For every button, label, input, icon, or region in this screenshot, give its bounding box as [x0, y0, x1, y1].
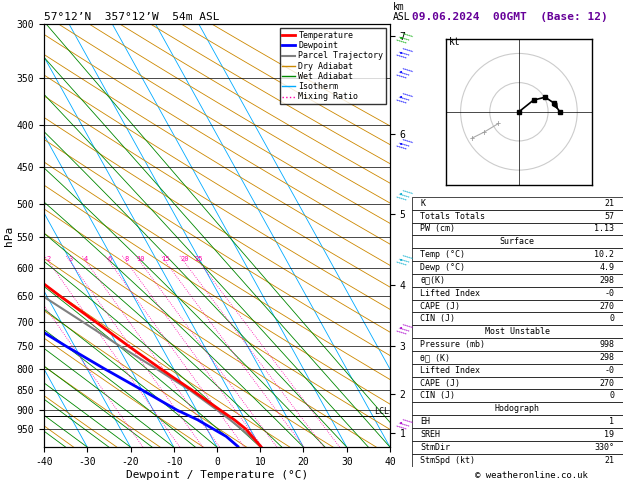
Y-axis label: hPa: hPa — [4, 226, 14, 246]
Text: ╲╲╲: ╲╲╲ — [397, 320, 415, 338]
Bar — [412, 364, 623, 377]
Text: ╲╲╲: ╲╲╲ — [397, 136, 415, 153]
Text: kt: kt — [449, 37, 460, 47]
Bar — [412, 402, 623, 415]
Bar — [412, 235, 623, 248]
Text: •: • — [399, 141, 403, 148]
X-axis label: Dewpoint / Temperature (°C): Dewpoint / Temperature (°C) — [126, 469, 308, 480]
Text: 330°: 330° — [594, 443, 615, 452]
Text: 1.13: 1.13 — [594, 225, 615, 233]
Text: θᴇ(K): θᴇ(K) — [420, 276, 445, 285]
Text: •: • — [399, 421, 403, 428]
Text: CIN (J): CIN (J) — [420, 314, 455, 323]
Text: 57°12’N  357°12’W  54m ASL: 57°12’N 357°12’W 54m ASL — [44, 12, 220, 22]
Text: +: + — [481, 128, 486, 137]
Text: 3: 3 — [69, 256, 72, 262]
Text: 57: 57 — [604, 211, 615, 221]
Bar — [412, 325, 623, 338]
Bar — [412, 261, 623, 274]
Text: EH: EH — [420, 417, 430, 426]
Bar — [412, 415, 623, 428]
Text: 10.2: 10.2 — [594, 250, 615, 259]
Bar — [412, 209, 623, 223]
Bar — [412, 223, 623, 235]
Bar — [412, 338, 623, 351]
Bar — [412, 197, 623, 209]
Text: 4.9: 4.9 — [599, 263, 615, 272]
Text: 2: 2 — [47, 256, 51, 262]
Text: 21: 21 — [604, 199, 615, 208]
Text: LCL: LCL — [374, 407, 389, 416]
Text: 10: 10 — [136, 256, 145, 262]
Text: Lifted Index: Lifted Index — [420, 366, 481, 375]
Text: •: • — [399, 192, 403, 198]
Text: ╲╲╲: ╲╲╲ — [397, 65, 415, 82]
Text: km
ASL: km ASL — [393, 2, 411, 22]
Bar — [412, 248, 623, 261]
Text: ╲╲╲: ╲╲╲ — [397, 187, 415, 204]
Text: Pressure (mb): Pressure (mb) — [420, 340, 486, 349]
Text: 298: 298 — [599, 353, 615, 362]
Bar — [412, 351, 623, 364]
Bar — [412, 428, 623, 441]
Text: •: • — [399, 70, 403, 76]
Text: 1: 1 — [610, 417, 615, 426]
Legend: Temperature, Dewpoint, Parcel Trajectory, Dry Adiabat, Wet Adiabat, Isotherm, Mi: Temperature, Dewpoint, Parcel Trajectory… — [280, 29, 386, 104]
Text: © weatheronline.co.uk: © weatheronline.co.uk — [475, 471, 588, 480]
Text: K: K — [420, 199, 425, 208]
Text: 270: 270 — [599, 301, 615, 311]
Text: 09.06.2024  00GMT  (Base: 12): 09.06.2024 00GMT (Base: 12) — [412, 12, 608, 22]
Text: 298: 298 — [599, 276, 615, 285]
Text: •: • — [399, 258, 403, 264]
Text: ╲╲╲: ╲╲╲ — [397, 252, 415, 269]
Text: -0: -0 — [604, 366, 615, 375]
Text: •: • — [399, 326, 403, 332]
Text: 25: 25 — [195, 256, 203, 262]
Text: StmDir: StmDir — [420, 443, 450, 452]
Text: CAPE (J): CAPE (J) — [420, 301, 460, 311]
Text: CAPE (J): CAPE (J) — [420, 379, 460, 387]
Text: Surface: Surface — [500, 237, 535, 246]
Bar — [412, 287, 623, 299]
Text: +: + — [496, 119, 501, 128]
Bar — [412, 274, 623, 287]
Text: ╲╲╲: ╲╲╲ — [397, 30, 415, 47]
Text: 8: 8 — [125, 256, 129, 262]
Text: ╲╲╲: ╲╲╲ — [397, 45, 415, 62]
Text: •: • — [399, 51, 403, 56]
Text: 0: 0 — [610, 314, 615, 323]
Text: 270: 270 — [599, 379, 615, 387]
Text: Temp (°C): Temp (°C) — [420, 250, 465, 259]
Text: θᴇ (K): θᴇ (K) — [420, 353, 450, 362]
Text: CIN (J): CIN (J) — [420, 391, 455, 400]
Text: 998: 998 — [599, 340, 615, 349]
Bar — [412, 454, 623, 467]
Text: -0: -0 — [604, 289, 615, 297]
Text: 19: 19 — [604, 430, 615, 439]
Text: StmSpd (kt): StmSpd (kt) — [420, 456, 476, 465]
Text: 0: 0 — [610, 391, 615, 400]
Bar — [412, 299, 623, 312]
Text: Dewp (°C): Dewp (°C) — [420, 263, 465, 272]
Text: 6: 6 — [108, 256, 112, 262]
Text: Most Unstable: Most Unstable — [485, 327, 550, 336]
Bar — [412, 441, 623, 454]
Bar — [412, 389, 623, 402]
Text: Hodograph: Hodograph — [495, 404, 540, 413]
Text: SREH: SREH — [420, 430, 440, 439]
Text: Totals Totals: Totals Totals — [420, 211, 486, 221]
Text: 20: 20 — [180, 256, 189, 262]
Bar — [412, 312, 623, 325]
Text: +: + — [470, 134, 475, 142]
Text: ╲╲╲: ╲╲╲ — [397, 90, 415, 107]
Bar — [412, 377, 623, 389]
Text: 15: 15 — [162, 256, 170, 262]
Text: •: • — [399, 95, 403, 101]
Text: PW (cm): PW (cm) — [420, 225, 455, 233]
Text: •: • — [399, 35, 403, 42]
Text: Lifted Index: Lifted Index — [420, 289, 481, 297]
Text: 21: 21 — [604, 456, 615, 465]
Text: ╲╲╲: ╲╲╲ — [397, 416, 415, 433]
Text: 4: 4 — [84, 256, 89, 262]
